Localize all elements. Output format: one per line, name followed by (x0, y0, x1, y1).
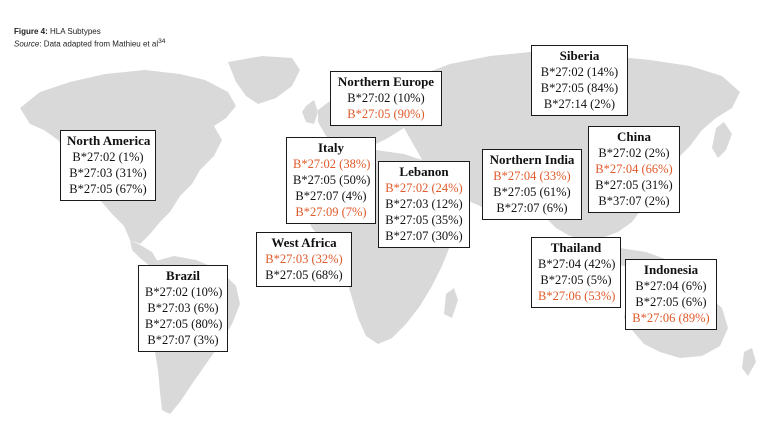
region-box-north-america: North America B*27:02 (1%) B*27:03 (31%) B*… (60, 130, 156, 201)
uk-shape (302, 100, 318, 124)
allele-entry: B*27:14 (2%) (543, 97, 616, 111)
region-name: China (617, 129, 651, 144)
allele-entry: B*27:03 (32%) (265, 252, 343, 266)
region-box-indonesia: Indonesia B*27:04 (6%) B*27:05 (6%) B*27:06… (625, 259, 717, 330)
region-name: Lebanon (399, 164, 449, 179)
allele-entry: B*27:07 (30%) (385, 229, 463, 243)
allele-entry: B*27:06 (53%) (538, 289, 616, 303)
region-name: Indonesia (643, 262, 699, 277)
figure-title: HLA Subtypes (50, 27, 101, 36)
allele-entry: B*27:05 (6%) (635, 295, 707, 309)
region-name: Northern Europe (337, 74, 435, 89)
allele-entry: B*27:05 (50%) (293, 173, 371, 187)
allele-entry: B*27:05 (61%) (493, 185, 571, 199)
region-box-thailand: Thailand B*27:04 (42%) B*27:05 (5%) B*27:06… (531, 237, 621, 308)
allele-entry: B*27:09 (7%) (295, 205, 367, 219)
allele-entry: B*27:05 (5%) (540, 273, 612, 287)
allele-entry: B*27:05 (80%) (145, 317, 223, 331)
allele-entry: B*27:06 (89%) (632, 311, 710, 325)
new-zealand-shape (742, 348, 756, 376)
allele-entry: B*37:07 (2%) (598, 194, 670, 208)
allele-entry: B*27:02 (38%) (293, 157, 371, 171)
region-name: Siberia (559, 48, 600, 63)
region-name: Brazil (166, 268, 200, 283)
allele-entry: B*27:05 (84%) (540, 81, 619, 95)
source-label: Source (14, 39, 40, 49)
allele-entry: B*27:02 (10%) (347, 91, 425, 105)
allele-entry: B*27:02 (2%) (598, 146, 670, 160)
allele-entry: B*27:03 (31%) (69, 166, 147, 180)
allele-entry: B*27:02 (1%) (72, 150, 144, 164)
allele-entry: B*27:07 (6%) (496, 201, 568, 215)
allele-entry: B*27:07 (4%) (295, 189, 367, 203)
allele-entry: B*27:07 (3%) (147, 333, 219, 347)
region-name: Thailand (550, 240, 602, 255)
central-america-shape (130, 240, 158, 266)
region-box-west-africa: West Africa B*27:03 (32%) B*27:05 (68%) (256, 232, 352, 287)
region-box-italy: Italy B*27:02 (38%) B*27:05 (50%) B*27:07 (… (286, 137, 376, 224)
japan-shape (712, 122, 732, 158)
source-ref: 34 (158, 38, 166, 45)
region-box-china: China B*27:02 (2%) B*27:04 (66%) B*27:05 (3… (588, 126, 680, 213)
allele-entry: B*27:05 (35%) (385, 213, 463, 227)
region-box-northern-europe: Northern Europe B*27:02 (10%) B*27:05 (90%… (330, 71, 442, 126)
allele-entry: B*27:02 (14%) (540, 65, 619, 79)
region-name: West Africa (271, 235, 337, 250)
region-box-northern-india: Northern India B*27:04 (33%) B*27:05 (61%)… (482, 149, 582, 220)
source-text: : Data adapted from Mathieu et al (39, 39, 159, 49)
region-box-brazil: Brazil B*27:02 (10%) B*27:03 (6%) B*27:05 (… (138, 265, 228, 352)
figure-source: Source: Data adapted from Mathieu et al3… (14, 38, 166, 49)
allele-entry: B*27:02 (24%) (385, 181, 463, 195)
figure-caption: Figure 4: HLA Subtypes (14, 27, 101, 36)
allele-entry: B*27:05 (67%) (69, 182, 147, 196)
figure-label: Figure 4: (14, 27, 48, 36)
region-name: Italy (318, 140, 344, 155)
allele-entry: B*27:05 (31%) (595, 178, 673, 192)
region-box-lebanon: Lebanon B*27:02 (24%) B*27:03 (12%) B*27:05… (378, 161, 470, 248)
madagascar-shape (444, 288, 458, 318)
allele-entry: B*27:04 (66%) (595, 162, 673, 176)
region-name: Northern India (489, 152, 575, 167)
allele-entry: B*27:05 (68%) (265, 268, 343, 282)
allele-entry: B*27:03 (6%) (147, 301, 219, 315)
region-box-siberia: Siberia B*27:02 (14%) B*27:05 (84%) B*27:14… (531, 45, 628, 116)
allele-entry: B*27:04 (6%) (635, 279, 707, 293)
allele-entry: B*27:03 (12%) (385, 197, 463, 211)
allele-entry: B*27:02 (10%) (145, 285, 223, 299)
allele-entry: B*27:04 (42%) (538, 257, 616, 271)
greenland-shape (228, 56, 300, 104)
allele-entry: B*27:04 (33%) (493, 169, 571, 183)
region-name: North America (67, 133, 151, 148)
allele-entry: B*27:05 (90%) (347, 107, 425, 121)
